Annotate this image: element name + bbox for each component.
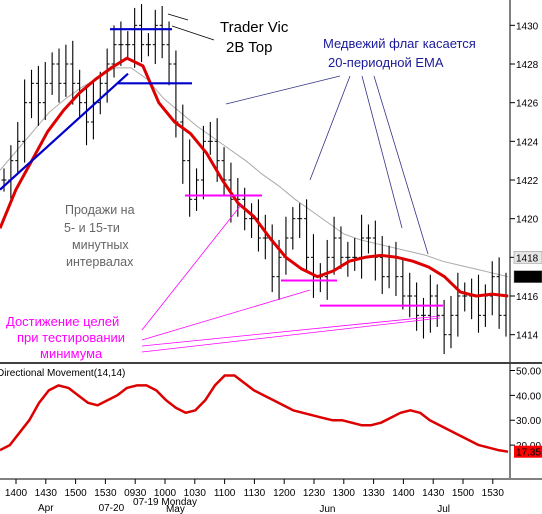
pointer-line	[361, 75, 403, 229]
x-tick-label: 1030	[184, 488, 207, 499]
bear-flag-label-line2: 20-периодной EMA	[328, 55, 444, 70]
last-value-label: 1417	[516, 273, 539, 284]
annotation-pointers	[141, 13, 441, 353]
price-last-values: 1418 1417	[513, 251, 542, 284]
slow-ma-path	[0, 67, 509, 278]
sell-label-line1: Продажи на	[65, 203, 135, 217]
price-panel: 1414 1416 1418 1420 1422 1424 1426 1428 1430 141…	[0, 0, 542, 362]
price-y-tick-label: 1428	[516, 60, 539, 71]
last-value-badge	[513, 270, 542, 283]
price-plot-area	[0, 0, 510, 362]
pointer-line	[373, 75, 429, 255]
price-y-tick-label: 1416	[516, 292, 539, 303]
indicator-title: Directional Movement(14,14)	[0, 368, 125, 379]
indicator-panel: Directional Movement(14,14) 20.0030.0040…	[0, 364, 542, 478]
x-tick-label: 1200	[273, 488, 296, 499]
indicator-last-value-label: 17.35	[516, 448, 541, 459]
pointer-line	[141, 315, 441, 347]
price-y-tick-label: 1422	[516, 176, 539, 187]
bear-flag-label-line1: Медвежий флаг касается	[323, 36, 476, 51]
x-tick-label: 1330	[362, 488, 385, 499]
last-value-label: 1418	[516, 253, 539, 264]
indicator-last-value: 17.35	[514, 445, 542, 459]
sell-label-line2: 5- и 15-ти	[64, 221, 120, 235]
indicator-last-value-badge	[514, 445, 542, 458]
indicator-y-tick-label: 30.00	[516, 416, 541, 427]
trader-vic-label: Trader Vic	[220, 19, 289, 36]
price-y-tick-label: 1430	[516, 21, 539, 32]
target-label-line1: Достижение целей	[6, 314, 119, 329]
x-tick-label: 1230	[303, 488, 326, 499]
ema-20-line	[0, 56, 509, 298]
x-tick-label: 1400	[392, 488, 415, 499]
x-tick-label: 1500	[64, 488, 87, 499]
x-tick-label: 1530	[94, 488, 117, 499]
ema-20-path	[0, 56, 509, 298]
pointer-line	[309, 75, 351, 181]
x-sub-label: Jun	[319, 504, 335, 514]
target-label-line3: минимума	[40, 346, 103, 361]
x-sub-label: 07-19 Monday	[133, 497, 197, 508]
price-y-tick-label: 1426	[516, 99, 539, 110]
sell-label-line4: интервалах	[66, 255, 134, 269]
pointer-line	[141, 204, 242, 331]
indicator-y-tick-label: 40.00	[516, 391, 541, 402]
annotation-lines	[0, 28, 443, 307]
x-tick-label: 1400	[5, 488, 28, 499]
pointer-line	[141, 317, 441, 353]
last-value-badge	[513, 251, 542, 264]
sell-label-line3: минутных	[72, 238, 129, 252]
x-sub-label: 07-20	[99, 503, 125, 514]
target-label-line2: при тестировании	[17, 330, 125, 345]
pointer-line	[171, 25, 215, 41]
annotation-line	[0, 72, 129, 191]
x-tick-label: 1300	[333, 488, 356, 499]
x-tick-label: 1430	[422, 488, 445, 499]
x-tick-label: 1530	[482, 488, 505, 499]
x-sub-label: May	[166, 504, 185, 514]
x-tick-label: 1500	[452, 488, 475, 499]
pointer-line	[141, 289, 311, 341]
x-tick-label: 1000	[154, 488, 177, 499]
dmi-path	[0, 374, 509, 453]
x-tick-label: 1430	[35, 488, 58, 499]
annotations: Trader Vic 2B Top Медвежий флаг касается…	[6, 19, 476, 361]
pointer-line	[167, 13, 189, 21]
directional-movement-line	[0, 374, 509, 453]
x-tick-label: 1130	[244, 488, 266, 499]
two-b-top-label: 2B Top	[226, 39, 272, 56]
price-y-tick-label: 1420	[516, 215, 539, 226]
x-sub-label: Jul	[437, 504, 450, 514]
pointer-line	[225, 75, 341, 105]
x-sub-label: Apr	[38, 503, 54, 514]
price-y-tick-label: 1424	[516, 137, 539, 148]
x-axis: 1400 1430 1500 1530 0930 1000 1030 1100 1130 1200…	[5, 479, 504, 514]
price-y-tick-label: 1414	[516, 331, 539, 342]
x-tick-label: 0930	[124, 488, 147, 499]
x-tick-label: 1100	[214, 488, 236, 499]
indicator-y-tick-label: 50.00	[516, 366, 541, 377]
slow-moving-average	[0, 67, 509, 278]
